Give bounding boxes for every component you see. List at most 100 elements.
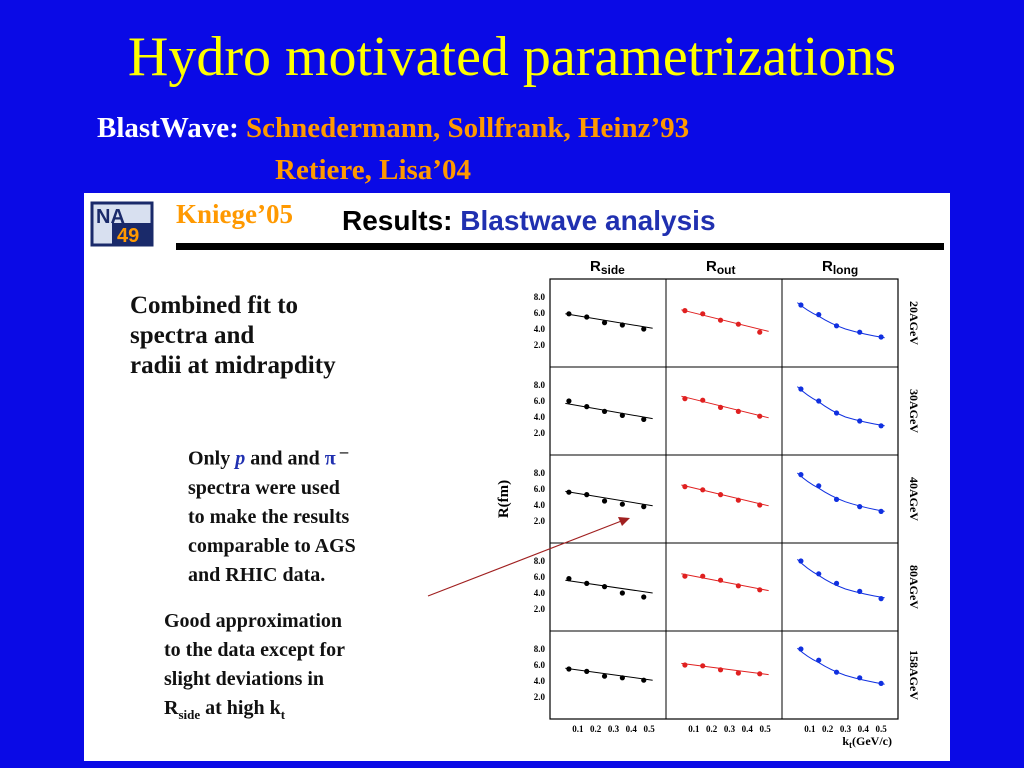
data-point xyxy=(757,502,763,508)
data-point xyxy=(833,410,840,416)
row-energy-label: 30AGeV xyxy=(907,389,921,433)
row-energy-label: 20AGeV xyxy=(907,301,921,345)
data-point xyxy=(735,497,741,503)
data-point xyxy=(857,329,863,335)
data-point xyxy=(798,302,804,308)
data-point xyxy=(717,492,724,498)
x-tick-label: 0.1 xyxy=(572,724,584,734)
fit-line xyxy=(797,302,885,339)
data-point xyxy=(700,311,706,317)
fit-line xyxy=(681,662,769,676)
blastwave-label: BlastWave: xyxy=(97,112,239,144)
approx-word: at high k xyxy=(200,697,281,719)
blastwave-ref-1: Schnedermann, Sollfrank, Heinz’93 xyxy=(246,112,690,144)
data-point xyxy=(566,666,572,672)
data-point xyxy=(735,321,741,327)
y-tick-label: 8.0 xyxy=(534,292,546,302)
spectra-note-line: comparable to AGS xyxy=(188,534,356,557)
data-point xyxy=(566,398,572,404)
fit-line xyxy=(565,667,653,681)
note-pi-minus: – xyxy=(335,442,349,461)
spectra-note-line: spectra were used xyxy=(188,476,340,499)
data-point xyxy=(619,412,625,418)
logo-lower-bar xyxy=(112,223,152,245)
data-point xyxy=(682,662,688,668)
x-axis-sub: t xyxy=(849,740,852,750)
approximation-line: slight deviations in xyxy=(164,668,325,690)
data-point xyxy=(833,669,840,675)
spectra-note-line: and RHIC data. xyxy=(188,563,326,586)
radii-chart: Rside Rout Rlong20AGeV30AGeV40AGeV80AGeV15… xyxy=(427,258,921,750)
data-point xyxy=(682,308,688,314)
y-tick-label: 6.0 xyxy=(534,484,546,494)
kt-subscript: t xyxy=(280,707,286,722)
data-point xyxy=(641,326,647,332)
note-pi-symbol: π xyxy=(324,447,336,470)
y-tick-label: 6.0 xyxy=(534,396,546,406)
fit-line xyxy=(797,472,885,512)
data-point xyxy=(798,558,804,564)
y-tick-label: 2.0 xyxy=(534,340,546,350)
fit-line xyxy=(797,647,885,685)
y-tick-label: 8.0 xyxy=(534,556,546,566)
data-point xyxy=(816,571,822,577)
y-tick-label: 8.0 xyxy=(534,380,546,390)
data-point xyxy=(833,323,840,329)
fit-line xyxy=(565,402,653,420)
data-point xyxy=(816,657,822,663)
y-tick-label: 2.0 xyxy=(534,428,546,438)
y-tick-label: 2.0 xyxy=(534,516,546,526)
fit-line xyxy=(681,395,769,419)
data-point xyxy=(735,583,741,589)
combined-fit-text: Combined fit to spectra and radii at mid… xyxy=(130,291,336,381)
annotation-arrow-line xyxy=(427,519,625,597)
fit-line xyxy=(796,559,885,599)
x-tick-label: 0.2 xyxy=(590,724,602,734)
data-point xyxy=(619,322,625,328)
column-header: Rlong xyxy=(822,258,858,277)
data-point xyxy=(798,646,804,652)
blastwave-ref-2: Retiere, Lisa’04 xyxy=(275,154,471,186)
y-tick-label: 4.0 xyxy=(534,588,546,598)
x-tick-label: 0.3 xyxy=(608,724,620,734)
y-tick-label: 8.0 xyxy=(534,644,546,654)
approximation-line-last: Rside at high kt xyxy=(164,694,345,729)
data-point xyxy=(700,397,706,403)
data-point xyxy=(757,587,763,593)
x-tick-label: 0.2 xyxy=(706,724,718,734)
data-point xyxy=(700,487,706,493)
logo-text-na: NA xyxy=(96,206,125,228)
data-point xyxy=(601,408,608,414)
na49-logo: NA 49 xyxy=(90,201,154,247)
data-point xyxy=(857,418,863,424)
column-header-r: R xyxy=(706,258,717,275)
data-point xyxy=(641,594,647,600)
chart-frame xyxy=(549,278,899,720)
data-point xyxy=(798,386,804,392)
logo-text-49: 49 xyxy=(117,225,139,247)
spectra-note-line-1: Only p and and π – xyxy=(188,437,356,474)
data-point xyxy=(757,413,763,419)
row-energy-label: 80AGeV xyxy=(907,565,921,609)
data-point xyxy=(601,673,608,679)
note-p-symbol: p xyxy=(235,447,246,470)
slide-title: Hydro motivated parametrizations xyxy=(127,26,897,88)
column-header-r: R xyxy=(822,258,833,275)
data-point xyxy=(717,577,724,583)
heading-rule xyxy=(176,243,944,250)
x-axis-unit: (GeV/c) xyxy=(852,734,892,748)
fit-line xyxy=(565,490,653,507)
x-tick-label: 0.3 xyxy=(724,724,736,734)
x-axis-k: k xyxy=(842,734,849,748)
data-point xyxy=(682,484,688,490)
spectra-note: Only p and and π – spectra were used to … xyxy=(188,437,356,590)
combined-fit-line: radii at midrapdity xyxy=(130,352,336,379)
fit-line xyxy=(565,313,653,329)
data-point xyxy=(717,667,724,673)
data-point xyxy=(857,675,863,681)
data-point xyxy=(878,508,884,514)
data-point xyxy=(584,314,590,320)
y-tick-label: 8.0 xyxy=(534,468,546,478)
column-header-sub: side xyxy=(601,263,625,277)
data-point xyxy=(566,489,572,495)
